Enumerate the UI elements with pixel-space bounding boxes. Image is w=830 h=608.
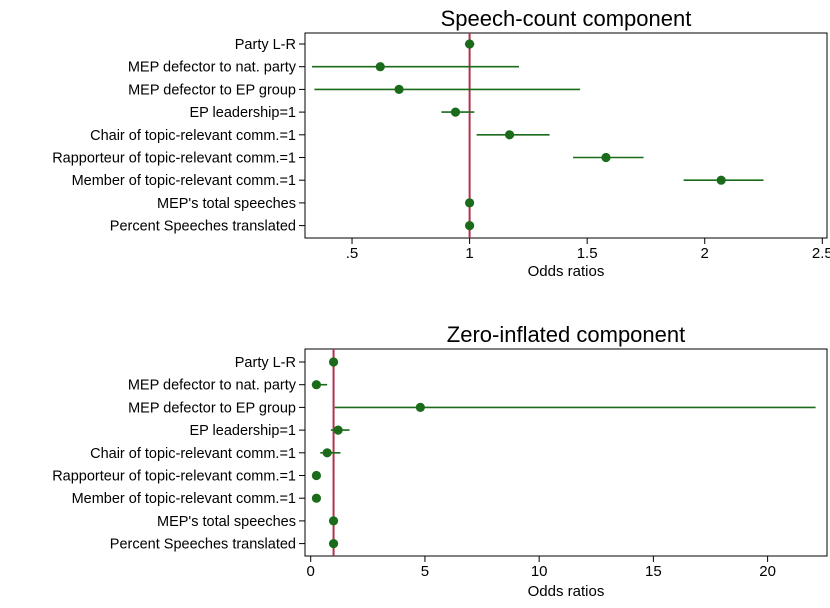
y-category-label: EP leadership=1 [189,423,296,439]
y-category-label: Rapporteur of topic-relevant comm.=1 [52,151,296,167]
y-category-label: EP leadership=1 [189,105,296,121]
plot-frame [304,32,828,239]
zero-inflated-panel: Zero-inflated component 0 5 10 15 20 Odds rati… [52,322,828,600]
point-estimate [415,402,425,412]
x-tick-label: 10 [531,563,548,580]
x-tick-label: 20 [759,563,776,580]
point-estimate [311,380,322,390]
y-category-label: Party L-R [235,37,296,53]
y-category-label: Member of topic-relevant comm.=1 [72,173,296,189]
point-estimate [716,175,726,185]
point-estimate [394,84,404,94]
y-category-label: MEP's total speeches [157,196,296,212]
speech-count-panel: Speech-count component .5 1 1.5 2 2.5 Odds rat… [52,6,830,280]
point-estimate [311,493,322,503]
y-category-label: Member of topic-relevant comm.=1 [72,491,296,507]
x-tick-label: 1.5 [577,245,598,262]
point-estimate [333,425,343,435]
point-estimate [450,107,461,117]
point-estimate [504,130,515,140]
x-tick-label: 2 [701,245,709,262]
point-estimate [322,448,332,458]
y-category-label: MEP defector to nat. party [128,60,297,76]
y-category-label: MEP defector to nat. party [128,378,297,394]
chart-title: Speech-count component [441,6,692,31]
x-tick-label: 1 [465,245,473,262]
point-estimate [464,198,475,208]
point-estimate [464,221,475,231]
x-tick-label: 5 [421,563,429,580]
y-category-label: Chair of topic-relevant comm.=1 [90,128,296,144]
point-estimate [328,357,339,367]
y-category-label: Chair of topic-relevant comm.=1 [90,446,296,462]
point-estimate [328,516,339,526]
point-estimate [328,539,339,549]
y-category-label: MEP's total speeches [157,514,296,530]
plot-frame [304,348,828,557]
y-category-label: Percent Speeches translated [110,219,296,235]
x-axis-label: Odds ratios [528,263,605,280]
x-tick-label: 0 [307,563,315,580]
point-estimate [601,152,611,163]
point-estimate [375,62,385,72]
x-axis-label: Odds ratios [528,583,605,600]
y-category-label: Percent Speeches translated [110,537,296,553]
x-tick-label: .5 [346,245,359,262]
chart-title: Zero-inflated component [447,322,685,347]
point-estimate [464,39,475,49]
point-estimate [311,470,322,481]
x-tick-label: 2.5 [812,245,830,262]
y-category-label: Rapporteur of topic-relevant comm.=1 [52,469,296,485]
x-tick-label: 15 [645,563,662,580]
y-category-label: MEP defector to EP group [128,82,296,98]
y-category-label: MEP defector to EP group [128,400,296,416]
y-category-label: Party L-R [235,355,296,371]
